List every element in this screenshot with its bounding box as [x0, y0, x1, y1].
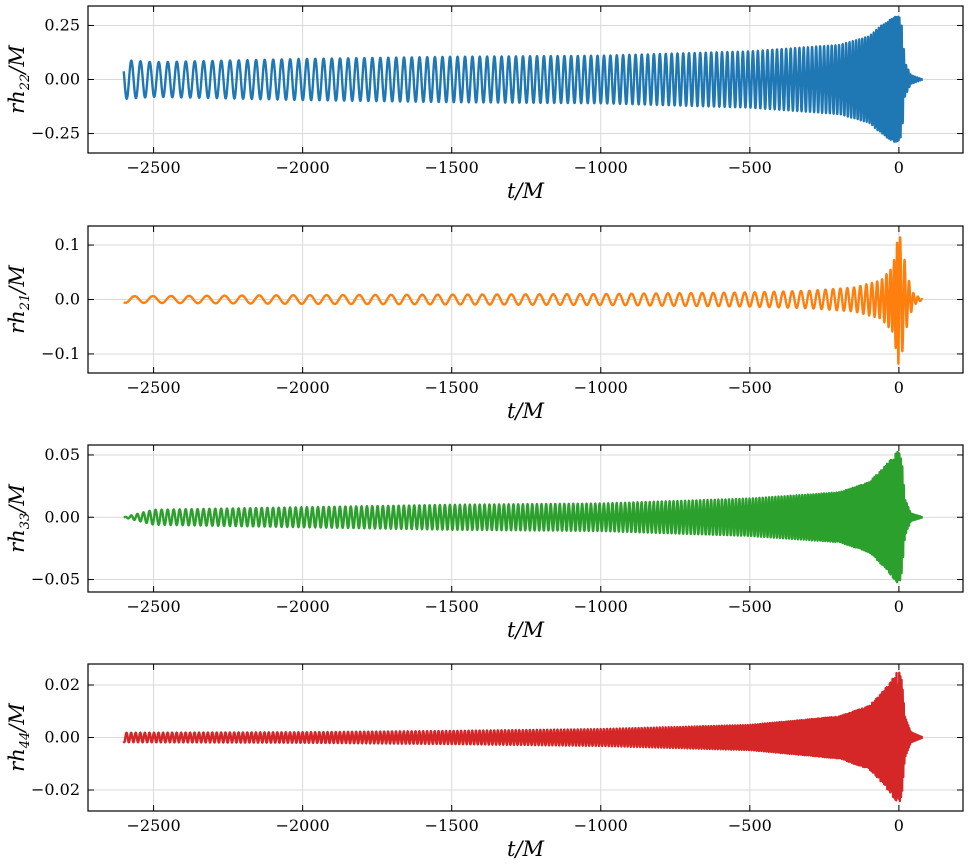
x-axis-label: t/M — [507, 179, 545, 203]
x-tick-label: 0 — [894, 378, 904, 397]
y-tick-label: 0.02 — [44, 675, 80, 694]
x-tick-label: −1500 — [425, 378, 479, 397]
panel-4: −2500 −2000 −1500 −1000 −500 0 0.02 0.00 −0.02 t/… — [5, 663, 964, 861]
panel-1: −2500 −2000 −1500 −1000 −500 0 0.25 0.00 −0.25 t/… — [5, 5, 964, 203]
x-tick-label: −1500 — [425, 158, 479, 177]
y-tick-label: 0.00 — [44, 507, 80, 526]
y-tick-label: −0.05 — [31, 570, 80, 589]
y-axis-label: rh33/M — [5, 484, 33, 553]
x-tick-label: 0 — [894, 816, 904, 835]
x-tick-label: −2000 — [276, 378, 330, 397]
x-tick-label: 0 — [894, 597, 904, 616]
x-tick-label: −2500 — [127, 158, 181, 177]
x-tick-label: −2500 — [127, 597, 181, 616]
x-axis-label: t/M — [507, 618, 545, 642]
panel-3: −2500 −2000 −1500 −1000 −500 0 0.05 0.00 −0.05 t/… — [5, 444, 964, 642]
y-tick-label: 0.05 — [44, 445, 80, 464]
y-tick-label: 0.00 — [44, 728, 80, 747]
x-tick-label: −500 — [728, 597, 772, 616]
y-tick-label: −0.02 — [31, 780, 80, 799]
y-tick-label: 0.00 — [44, 70, 80, 89]
axes-frame — [87, 444, 964, 593]
y-tick-label: 0.25 — [44, 15, 80, 34]
y-axis-label: rh22/M — [5, 45, 33, 114]
x-tick-label: 0 — [894, 158, 904, 177]
x-axis-label: t/M — [507, 399, 545, 423]
x-tick-label: −2000 — [276, 597, 330, 616]
y-tick-label: 0.1 — [55, 235, 80, 254]
panel-2: −2500 −2000 −1500 −1000 −500 0 0.1 0.0 −0.1 t/M rh… — [5, 225, 964, 423]
x-axis-label: t/M — [507, 837, 545, 861]
x-tick-label: −1500 — [425, 816, 479, 835]
waveform-line — [122, 15, 924, 143]
waveform-line — [122, 671, 924, 803]
x-tick-label: −1000 — [574, 378, 628, 397]
y-tick-label: 0.0 — [55, 290, 80, 309]
x-tick-label: −1000 — [574, 158, 628, 177]
y-tick-label: −0.25 — [31, 124, 80, 143]
waveform-line — [122, 236, 924, 365]
x-tick-label: −1500 — [425, 597, 479, 616]
x-tick-label: −2500 — [127, 816, 181, 835]
x-tick-label: −500 — [728, 158, 772, 177]
x-tick-label: −2500 — [127, 378, 181, 397]
x-tick-label: −500 — [728, 816, 772, 835]
x-tick-label: −2000 — [276, 816, 330, 835]
x-tick-label: −2000 — [276, 158, 330, 177]
y-tick-label: −0.1 — [41, 344, 80, 363]
y-axis-label: rh44/M — [5, 703, 33, 772]
x-tick-label: −1000 — [574, 597, 628, 616]
y-axis-label: rh21/M — [5, 265, 33, 334]
x-tick-label: −500 — [728, 378, 772, 397]
x-tick-label: −1000 — [574, 816, 628, 835]
waveform-line — [122, 450, 924, 584]
